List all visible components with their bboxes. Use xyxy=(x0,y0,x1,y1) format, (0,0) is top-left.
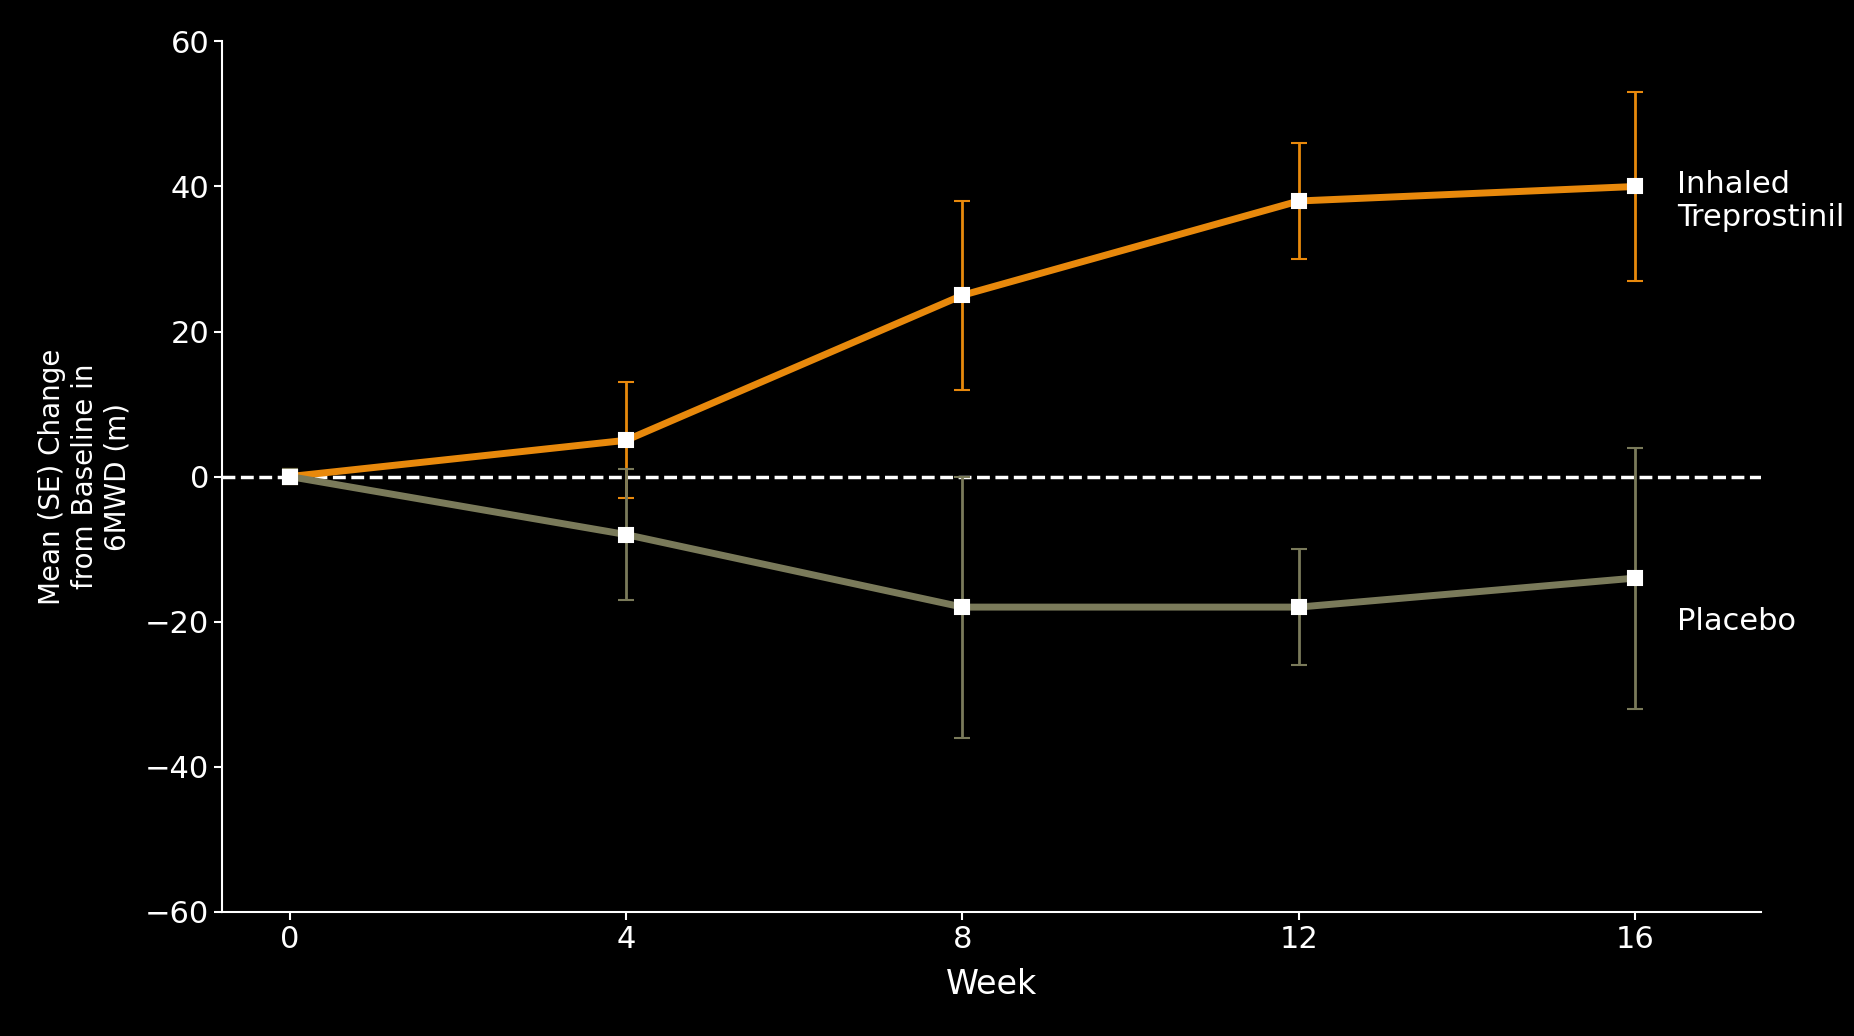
Y-axis label: Mean (SE) Change
from Baseline in
6MWD (m): Mean (SE) Change from Baseline in 6MWD (… xyxy=(39,348,132,605)
X-axis label: Week: Week xyxy=(946,968,1038,1001)
Text: Placebo: Placebo xyxy=(1678,607,1797,636)
Text: Inhaled
Treprostinil: Inhaled Treprostinil xyxy=(1678,170,1845,232)
